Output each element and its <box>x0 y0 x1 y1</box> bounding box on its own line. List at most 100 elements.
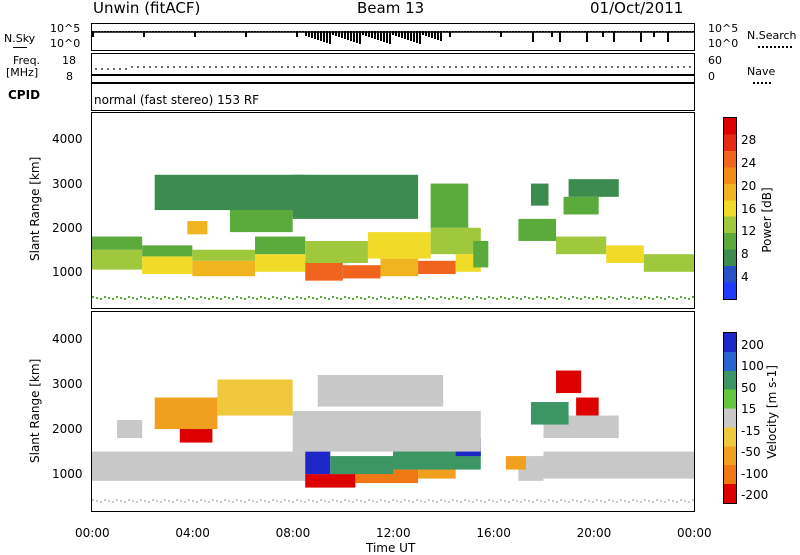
power-ground-scatter <box>408 297 410 299</box>
power-ground-scatter <box>260 296 262 298</box>
velocity-ytick-label: 3000 <box>52 377 83 392</box>
velocity-ground-scatter <box>408 500 410 502</box>
velocity-cell <box>217 379 293 416</box>
beam-title: Beam 13 <box>357 0 425 17</box>
nave-dot <box>281 66 283 68</box>
power-ground-scatter <box>556 298 558 300</box>
nave-dot <box>671 66 673 68</box>
nave-dot <box>599 66 601 68</box>
power-cell <box>643 254 694 272</box>
nsky-tick-top: 10^5 <box>50 22 81 35</box>
velocity-ground-scatter <box>528 500 530 502</box>
velocity-ground-scatter <box>100 501 102 503</box>
velocity-cell <box>92 451 306 481</box>
nsky-tick <box>536 31 538 32</box>
nsearch-tick <box>667 32 669 42</box>
nsky-tick <box>413 31 415 42</box>
power-ground-scatter <box>236 296 238 298</box>
velocity-ground-scatter <box>184 501 186 503</box>
nsky-tick <box>671 31 673 32</box>
nave-dot <box>593 66 595 68</box>
nsky-tick <box>419 31 421 44</box>
power-cell <box>430 183 469 228</box>
nsky-tick <box>362 31 364 35</box>
power-ground-scatter <box>124 298 126 300</box>
power-ground-scatter <box>148 298 150 300</box>
power-ground-scatter <box>272 296 274 298</box>
power-cell <box>305 240 368 263</box>
power-ground-scatter <box>472 298 474 300</box>
cpid-label: CPID <box>8 88 41 102</box>
nsky-tick <box>107 31 109 32</box>
nsky-tick <box>119 31 121 32</box>
nsky-tick <box>677 31 679 32</box>
nsky-tick <box>224 31 226 32</box>
nsky-tick <box>446 31 448 32</box>
power-ground-scatter <box>464 296 466 298</box>
nsky-tick <box>329 31 331 44</box>
nsky-tick <box>485 31 487 32</box>
power-ground-scatter <box>352 298 354 300</box>
velocity-ylabel: Slant Range [km] <box>28 358 42 463</box>
nsky-tick <box>611 31 613 32</box>
nave-dot <box>101 68 103 70</box>
nsky-tick <box>218 31 220 32</box>
velocity-ground-scatter <box>456 500 458 502</box>
power-ground-scatter <box>632 296 634 298</box>
velocity-colorbar-tick: 15 <box>741 402 757 417</box>
nsky-tick <box>203 31 205 32</box>
velocity-ground-scatter <box>620 499 622 501</box>
velocity-ground-scatter <box>300 500 302 502</box>
velocity-ground-scatter <box>276 500 278 502</box>
power-ground-scatter <box>92 296 94 298</box>
velocity-ground-scatter <box>668 499 670 501</box>
velocity-ground-scatter <box>360 500 362 502</box>
nsky-tick <box>527 31 529 32</box>
velocity-ground-scatter <box>220 501 222 503</box>
nave-dot <box>305 66 307 68</box>
velocity-ground-scatter <box>208 501 210 503</box>
nave-dot <box>329 66 331 68</box>
nsky-tick <box>512 31 514 32</box>
power-ground-scatter <box>608 296 610 298</box>
power-ground-scatter <box>460 298 462 300</box>
nave-dot <box>197 66 199 68</box>
nsky-tick <box>374 31 376 39</box>
power-colorbar-tick: 8 <box>741 247 749 262</box>
nsky-tick <box>641 31 643 32</box>
power-ground-scatter <box>280 298 282 300</box>
nsky-tick <box>596 31 598 32</box>
power-ground-scatter <box>680 296 682 298</box>
velocity-ground-scatter <box>644 499 646 501</box>
power-ground-scatter <box>488 296 490 298</box>
power-ground-scatter <box>356 296 358 298</box>
nsky-tick <box>434 31 436 39</box>
nave-dot <box>107 68 109 70</box>
velocity-ground-scatter <box>672 500 674 502</box>
xtick-label: 04:00 <box>175 526 210 540</box>
power-ground-scatter <box>404 296 406 298</box>
nave-dot <box>227 66 229 68</box>
velocity-ground-scatter <box>492 500 494 502</box>
nsky-tick <box>656 31 658 32</box>
xtick-label: 08:00 <box>275 526 311 540</box>
velocity-ground-scatter <box>120 500 122 502</box>
velocity-ground-scatter <box>564 500 566 502</box>
velocity-ground-scatter <box>376 501 378 503</box>
power-ground-scatter <box>640 298 642 300</box>
nsky-tick <box>335 31 337 36</box>
nsky-tick <box>155 31 157 32</box>
velocity-ground-scatter <box>272 499 274 501</box>
nsky-tick <box>473 31 475 32</box>
nsky-tick <box>284 31 286 32</box>
velocity-ground-scatter <box>556 501 558 503</box>
power-ground-scatter <box>140 296 142 298</box>
power-cell <box>255 254 306 272</box>
velocity-ground-scatter <box>132 500 134 502</box>
power-ground-scatter <box>144 297 146 299</box>
velocity-ground-scatter <box>656 499 658 501</box>
velocity-ground-scatter <box>660 500 662 502</box>
nsky-tick <box>566 31 568 32</box>
velocity-ground-scatter <box>292 501 294 503</box>
velocity-ground-scatter <box>476 499 478 501</box>
